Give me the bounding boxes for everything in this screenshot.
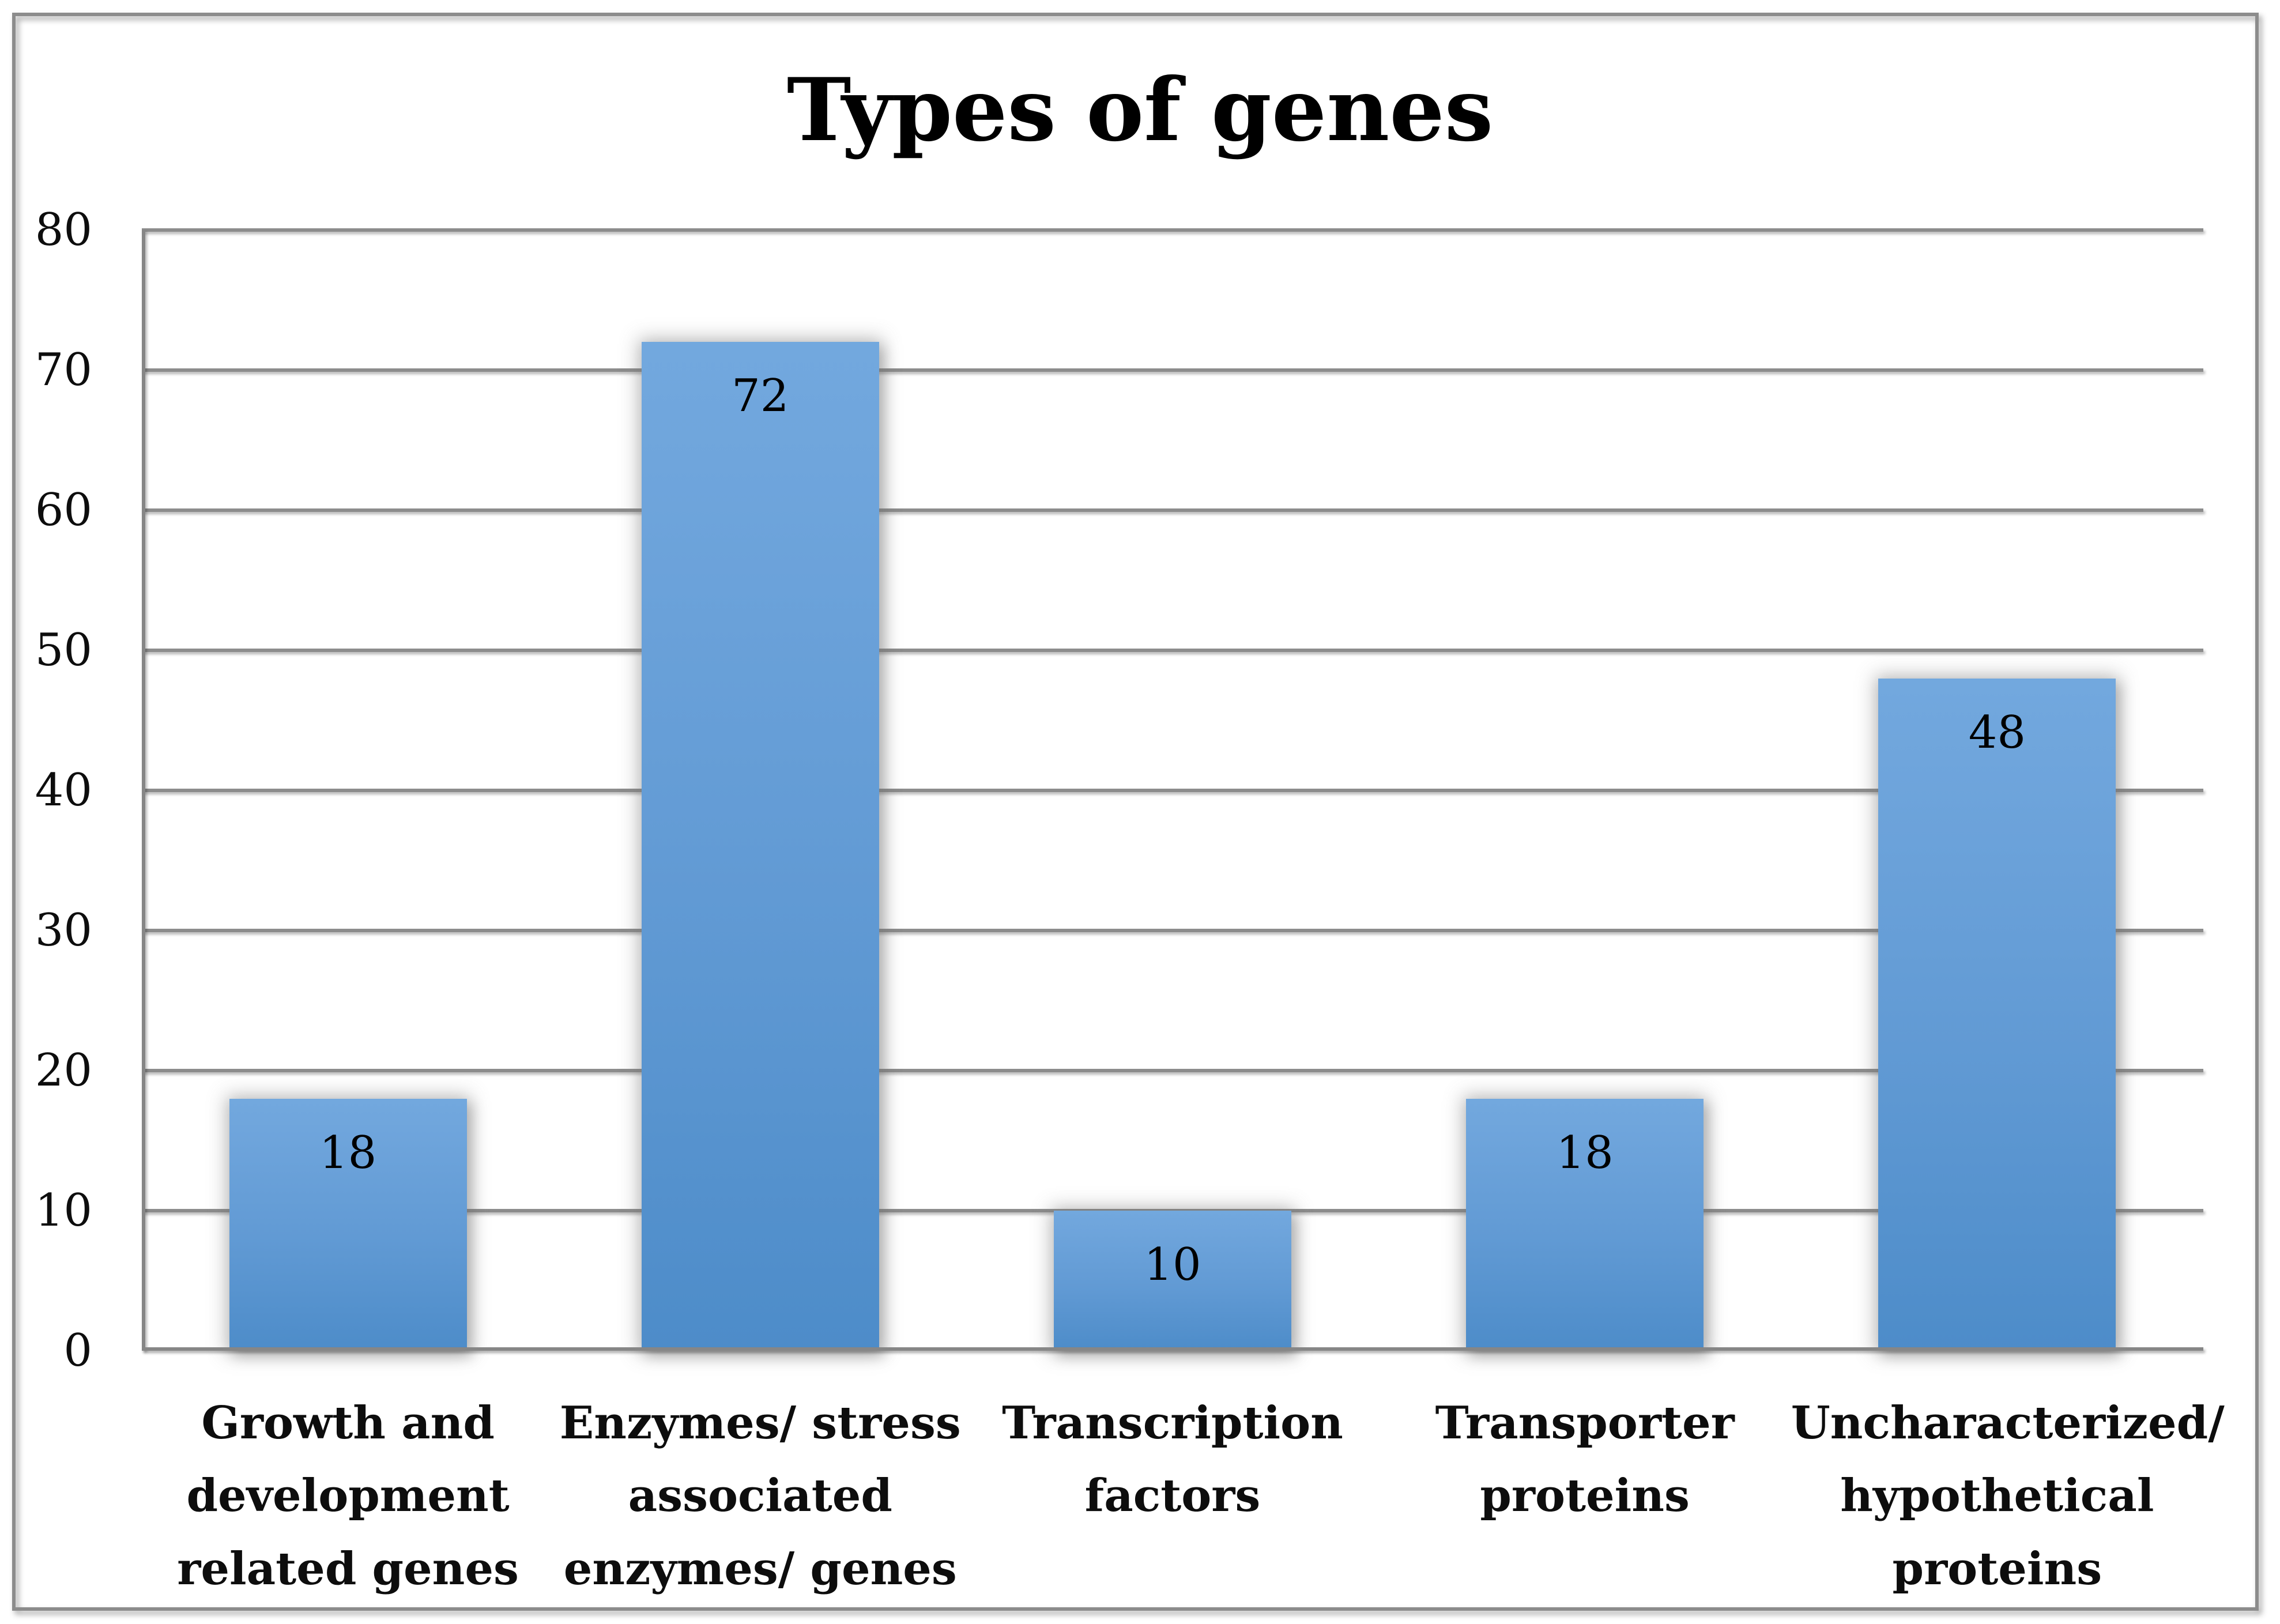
y-tick-label-40: 40 <box>35 764 92 816</box>
x-category-label-0: Growth and development related genes <box>177 1397 519 1595</box>
gridline-y-30 <box>142 929 2203 932</box>
gridline-y-20 <box>142 1069 2203 1072</box>
plot-area: 18 72 10 18 48 <box>142 228 2203 1351</box>
gridline-y-40 <box>142 789 2203 792</box>
bar-3: 18 <box>1466 1098 1704 1351</box>
gridline-y-80 <box>142 228 2203 232</box>
y-tick-label-70: 70 <box>35 344 92 396</box>
gridline-y-70 <box>142 368 2203 372</box>
y-tick-label-30: 30 <box>35 905 92 956</box>
gridline-y-60 <box>142 508 2203 512</box>
x-category-label-1: Enzymes/ stress associated enzymes/ gene… <box>559 1397 961 1595</box>
bar-value-label-0: 18 <box>319 1126 377 1179</box>
y-axis-line <box>142 230 145 1351</box>
bar-1: 72 <box>641 342 879 1351</box>
x-category-label-3: Transporter proteins <box>1435 1397 1735 1523</box>
chart-title: Types of genes <box>786 59 1494 161</box>
bar-4: 48 <box>1878 678 2116 1351</box>
x-category-label-4: Uncharacterized/ hypothetical proteins <box>1791 1397 2225 1595</box>
bar-value-label-3: 18 <box>1556 1126 1614 1179</box>
y-tick-label-80: 80 <box>35 204 92 256</box>
x-axis-line <box>142 1347 2203 1351</box>
y-tick-label-50: 50 <box>35 624 92 676</box>
bar-value-label-1: 72 <box>732 370 789 423</box>
bar-value-label-2: 10 <box>1144 1239 1201 1291</box>
x-axis-category-labels: Growth and development related genes Enzy… <box>142 1387 2225 1606</box>
bar-0: 18 <box>229 1098 467 1351</box>
y-tick-label-0: 0 <box>63 1325 92 1377</box>
y-tick-label-20: 20 <box>35 1045 92 1097</box>
y-tick-label-10: 10 <box>35 1185 92 1237</box>
x-category-label-2: Transcription factors <box>1002 1397 1343 1523</box>
gridline-y-50 <box>142 649 2203 652</box>
bar-value-label-4: 48 <box>1968 706 2026 759</box>
y-tick-label-60: 60 <box>35 484 92 536</box>
bar-2: 10 <box>1054 1211 1291 1351</box>
